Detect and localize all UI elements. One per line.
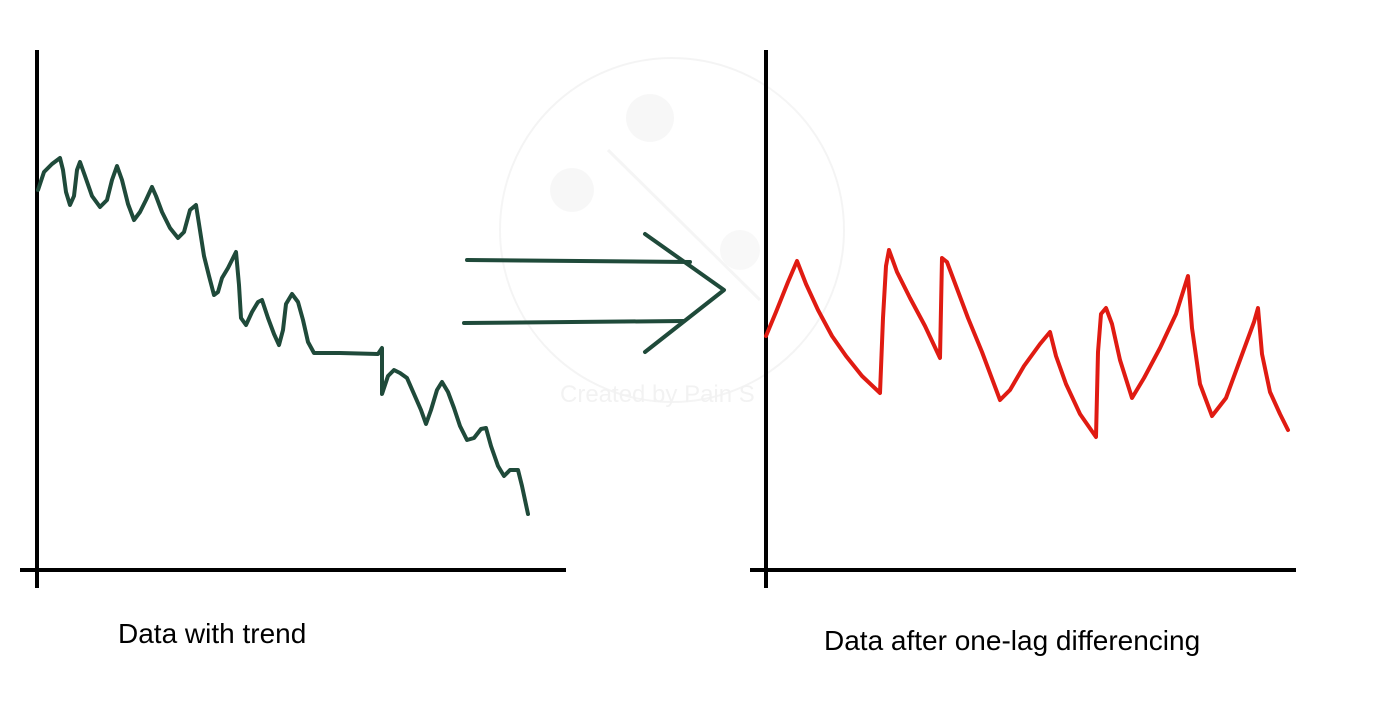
arrow-lower-shaft (462, 319, 686, 325)
right-panel-caption: Data after one-lag differencing (824, 625, 1201, 656)
watermark-logo-stroke-icon (606, 148, 762, 302)
arrow-upper-shaft (465, 258, 692, 264)
watermark: Created by Pain S (499, 57, 845, 408)
right-panel (750, 50, 1296, 588)
differenced-series-line (764, 248, 1290, 439)
watermark-text: Created by Pain S (560, 381, 755, 408)
watermark-logo-dot-icon (626, 94, 674, 142)
watermark-logo-icon (499, 57, 845, 403)
arrow-head (643, 232, 726, 354)
watermark-logo-dot-icon (550, 168, 594, 212)
trend-series-line (36, 156, 530, 516)
left-panel (20, 50, 566, 588)
watermark-logo-dot-icon (720, 230, 760, 270)
double-arrow-right-icon (462, 232, 726, 354)
left-panel-caption: Data with trend (118, 618, 307, 649)
